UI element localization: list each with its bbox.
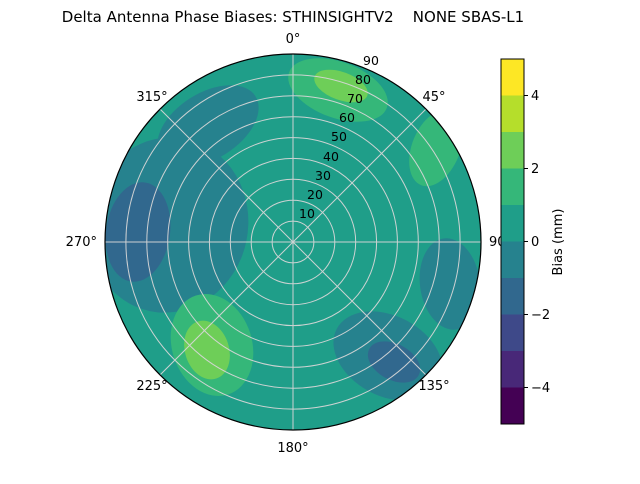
region-east-negative — [419, 238, 481, 330]
colorbar-band-n3-n2 — [501, 314, 524, 351]
radial-tick-label-70: 70 — [347, 91, 363, 106]
radial-tick-label-10: 10 — [299, 206, 315, 221]
colorbar-band-n1-0 — [501, 241, 524, 278]
radial-tick-label-50: 50 — [331, 129, 347, 144]
angular-tick-label-315: 315° — [136, 90, 167, 105]
colorbar-band-n2-n1 — [501, 278, 524, 315]
grid-spoke-135-315 — [159, 108, 427, 376]
polar-grid — [105, 54, 481, 430]
colorbar-tick-label-4: 4 — [531, 89, 539, 104]
radial-tick-label-40: 40 — [323, 149, 339, 164]
region-southeast-negative-core — [367, 341, 421, 383]
colorbar-band-4-5 — [501, 59, 524, 96]
chart-title: Delta Antenna Phase Biases: STHINSIGHTV2… — [62, 8, 524, 26]
angular-tick-label-180: 180° — [277, 441, 308, 456]
colorbar-band-n4-n3 — [501, 351, 524, 388]
angular-tick-label-270: 270° — [66, 235, 97, 250]
colorbar-ticks — [524, 95, 528, 388]
region-west-negative-core — [105, 182, 171, 282]
polar-plot: 10 20 30 40 50 60 70 80 90 0° 45° 90 135… — [66, 32, 506, 456]
radial-tick-label-20: 20 — [307, 187, 323, 202]
region-southwest-positive-core — [184, 320, 230, 380]
region-north-positive-core — [314, 69, 368, 103]
colorbar-band-2-3 — [501, 132, 524, 169]
colorbar-tick-label-n4: −4 — [531, 381, 550, 396]
colorbar-band-0-1 — [501, 205, 524, 242]
colorbar-tick-label-n2: −2 — [531, 308, 550, 323]
radial-tick-label-80: 80 — [355, 72, 371, 87]
angular-tick-label-0: 0° — [286, 32, 301, 47]
angular-tick-labels: 0° 45° 90 135° 180° 225° 270° 315° — [66, 32, 506, 456]
colorbar-band-n5-n4 — [501, 387, 524, 424]
radial-tick-labels: 10 20 30 40 50 60 70 80 90 — [299, 53, 379, 221]
radial-tick-label-60: 60 — [339, 110, 355, 125]
angular-tick-label-225: 225° — [136, 379, 167, 394]
colorbar-tick-label-2: 2 — [531, 162, 539, 177]
radial-tick-label-30: 30 — [315, 168, 331, 183]
polar-outline — [104, 53, 482, 431]
colorbar-band-3-4 — [501, 95, 524, 132]
colorbar-axis-label: Bias (mm) — [551, 209, 566, 276]
colorbar: 4 2 0 −2 −4 Bias (mm) — [500, 58, 566, 425]
colorbar-tick-label-0: 0 — [531, 235, 539, 250]
angular-tick-label-45: 45° — [422, 90, 445, 105]
angular-tick-label-135: 135° — [418, 379, 449, 394]
colorbar-band-1-2 — [501, 168, 524, 205]
radial-tick-label-90: 90 — [363, 53, 379, 68]
colorbar-tick-labels: 4 2 0 −2 −4 — [531, 89, 550, 396]
